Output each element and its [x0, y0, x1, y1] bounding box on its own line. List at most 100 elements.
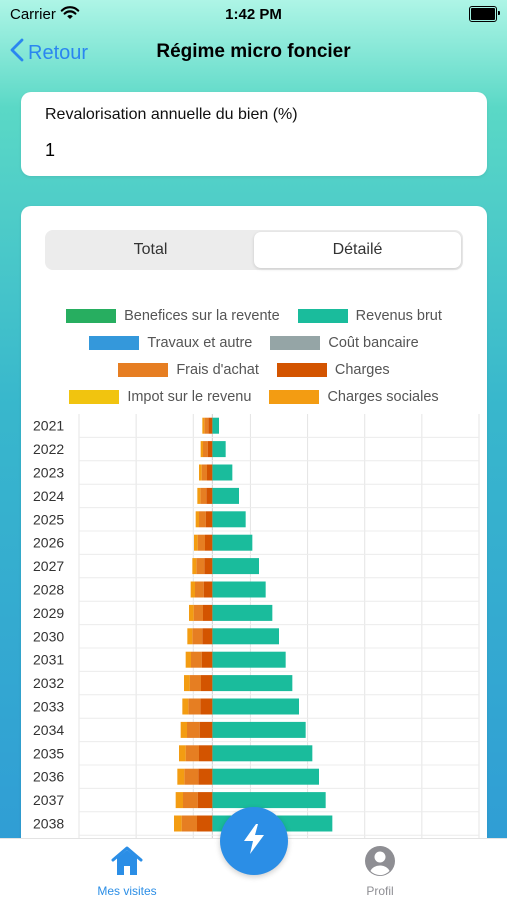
bar-segment — [177, 768, 185, 785]
quick-action-button[interactable] — [220, 807, 288, 875]
battery-icon — [469, 6, 500, 22]
revalorisation-label: Revalorisation annuelle du bien (%) — [45, 106, 298, 123]
bar-segment — [185, 745, 199, 762]
y-tick-label: 2028 — [33, 582, 64, 598]
bar-segment — [187, 721, 200, 738]
bar-segment — [175, 792, 183, 809]
stacked-bar-chart: 2021 2022 2023 2024 2025 2026 2027 2028 2029 2030… — [33, 414, 480, 876]
segment-total[interactable]: Total — [133, 241, 168, 258]
tab-label: Mes visites — [97, 884, 157, 898]
bar-segment — [197, 534, 205, 551]
legend-label: Frais d'achat — [176, 361, 259, 378]
bar-segment — [208, 417, 213, 434]
back-label: Retour — [28, 41, 89, 64]
chevron-left-icon — [10, 38, 24, 68]
bar-segment — [212, 511, 246, 528]
chart-card: Total Détailé Benefices sur la revente R… — [21, 206, 487, 900]
bar-segment — [212, 698, 299, 715]
bar-segment — [212, 628, 279, 645]
bar-segment — [183, 792, 198, 809]
y-tick-label: 2021 — [33, 418, 64, 434]
bar-segment — [212, 558, 259, 575]
bar-segment — [202, 628, 213, 645]
bar-segment — [212, 721, 306, 738]
bar-segment — [203, 581, 213, 598]
segment-detaile[interactable]: Détailé — [254, 232, 461, 268]
legend-item-cout-bancaire: Coût bancaire — [270, 335, 419, 351]
y-tick-label: 2038 — [33, 816, 64, 832]
tab-mes-visites[interactable]: Mes visites — [67, 845, 187, 898]
bar-segment — [199, 511, 206, 528]
bar-segment — [191, 651, 202, 668]
legend-label: Benefices sur la revente — [124, 307, 280, 324]
bar-segment — [212, 675, 293, 692]
y-tick-label: 2034 — [33, 722, 64, 738]
bar-segment — [212, 745, 313, 762]
bar-segment — [189, 675, 201, 692]
bar-segment — [212, 651, 286, 668]
bar-segment — [207, 464, 213, 481]
bar-segment — [199, 745, 213, 762]
home-icon — [110, 845, 144, 882]
legend-item-benefices: Benefices sur la revente — [66, 308, 280, 324]
bar-segment — [192, 628, 203, 645]
bar-segment — [212, 441, 226, 458]
legend-label: Impot sur le revenu — [127, 388, 252, 405]
tab-profil[interactable]: Profil — [320, 845, 440, 898]
profile-icon — [364, 845, 396, 882]
legend-item-impot: Impot sur le revenu — [69, 389, 251, 405]
bar-segment — [194, 534, 198, 551]
bar-segment — [212, 604, 273, 621]
bar-segment — [190, 581, 195, 598]
bar-segment — [204, 558, 213, 575]
bar-segment — [203, 441, 208, 458]
y-tick-label: 2022 — [33, 441, 64, 457]
legend-label: Travaux et autre — [147, 334, 253, 351]
clock-label: 1:42 PM — [225, 6, 282, 23]
legend-swatch — [66, 308, 117, 323]
bar-segment — [206, 487, 213, 504]
navigation-bar: Régime micro foncier Retour — [0, 30, 507, 76]
bar-segment — [195, 581, 204, 598]
bar-segment — [201, 464, 207, 481]
y-tick-label: 2025 — [33, 511, 64, 527]
tab-label: Profil — [366, 884, 394, 898]
y-tick-label: 2026 — [33, 535, 64, 551]
y-tick-label: 2037 — [33, 792, 64, 808]
bar-segment — [207, 441, 213, 458]
y-tick-label: 2029 — [33, 605, 64, 621]
bar-segment — [181, 815, 197, 832]
back-button[interactable]: Retour — [10, 38, 88, 68]
bar-segment — [202, 417, 205, 434]
bar-segment — [201, 675, 213, 692]
bar-segment — [198, 768, 213, 785]
bar-segment — [192, 558, 197, 575]
wifi-icon — [60, 5, 80, 26]
bar-segment — [195, 511, 199, 528]
legend-label: Charges — [334, 361, 390, 378]
bar-segment — [205, 534, 213, 551]
chart-legend: Benefices sur la revente Revenus brut Tr… — [21, 302, 487, 410]
bar-segment — [197, 487, 201, 504]
bar-segment — [197, 792, 213, 809]
revalorisation-input[interactable] — [45, 140, 465, 161]
bar-segment — [199, 721, 213, 738]
bar-segment — [188, 698, 201, 715]
bar-segment — [179, 745, 186, 762]
y-tick-label: 2031 — [33, 652, 64, 668]
bar-segment — [203, 604, 213, 621]
bar-segment — [196, 558, 205, 575]
bar-segment — [182, 698, 189, 715]
bar-segment — [212, 417, 219, 434]
y-tick-label: 2027 — [33, 558, 64, 574]
y-tick-label: 2035 — [33, 745, 64, 761]
legend-swatch — [297, 308, 348, 323]
bar-segment — [187, 628, 193, 645]
bar-segment — [200, 441, 203, 458]
bar-segment — [205, 511, 213, 528]
legend-item-frais-achat: Frais d'achat — [118, 362, 259, 378]
bar-segment — [197, 815, 213, 832]
bar-segment — [212, 581, 266, 598]
legend-swatch — [89, 335, 140, 350]
carrier-label: Carrier — [10, 6, 56, 23]
